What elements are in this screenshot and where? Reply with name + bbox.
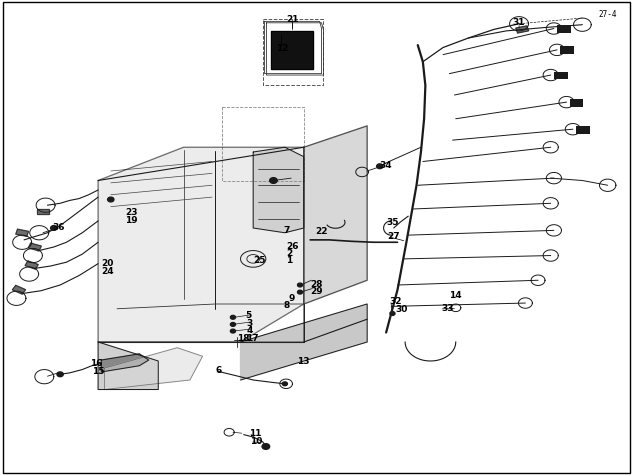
- Polygon shape: [25, 261, 38, 269]
- Circle shape: [270, 178, 277, 183]
- Circle shape: [390, 312, 395, 315]
- Text: 9: 9: [288, 294, 294, 303]
- Circle shape: [262, 444, 270, 449]
- Circle shape: [108, 197, 114, 202]
- Polygon shape: [101, 354, 149, 372]
- Text: 28: 28: [310, 280, 323, 288]
- Text: 8: 8: [284, 301, 290, 310]
- Text: 2: 2: [286, 249, 292, 257]
- Text: 21: 21: [287, 16, 299, 24]
- Text: 36: 36: [52, 224, 65, 232]
- Text: 22: 22: [315, 228, 328, 236]
- Text: 20: 20: [101, 259, 114, 268]
- Circle shape: [51, 226, 57, 230]
- Circle shape: [298, 283, 303, 287]
- Text: 32: 32: [389, 297, 402, 306]
- Circle shape: [377, 164, 383, 169]
- Text: 25: 25: [253, 256, 266, 265]
- Polygon shape: [28, 243, 41, 251]
- Text: 6: 6: [215, 366, 222, 375]
- Text: 31: 31: [513, 19, 525, 27]
- Polygon shape: [516, 26, 529, 33]
- Text: 35: 35: [386, 218, 399, 227]
- Text: 7: 7: [284, 226, 290, 235]
- Polygon shape: [98, 342, 158, 390]
- Text: 29: 29: [310, 287, 323, 295]
- Polygon shape: [271, 31, 313, 69]
- Circle shape: [57, 372, 63, 377]
- Text: 26: 26: [286, 242, 299, 250]
- Polygon shape: [13, 285, 25, 294]
- Text: 1: 1: [286, 256, 292, 265]
- Text: 14: 14: [449, 292, 462, 300]
- Text: 30: 30: [396, 305, 408, 314]
- Text: 3: 3: [247, 319, 253, 327]
- Text: 27: 27: [387, 232, 400, 241]
- Text: 13: 13: [298, 357, 310, 365]
- Text: 24: 24: [101, 267, 114, 276]
- Polygon shape: [98, 147, 304, 342]
- Text: 16: 16: [90, 360, 103, 368]
- Text: 10: 10: [250, 437, 263, 446]
- Text: 17: 17: [246, 334, 258, 343]
- Polygon shape: [16, 229, 28, 237]
- Text: 12: 12: [276, 45, 289, 53]
- Polygon shape: [253, 147, 304, 233]
- Text: 5: 5: [246, 312, 252, 320]
- Polygon shape: [304, 126, 367, 304]
- Circle shape: [230, 329, 235, 333]
- Text: 4: 4: [247, 326, 253, 334]
- Text: 23: 23: [125, 209, 138, 217]
- Polygon shape: [241, 304, 367, 380]
- Polygon shape: [37, 209, 49, 214]
- Text: 18: 18: [237, 334, 249, 343]
- Text: 34: 34: [380, 161, 392, 170]
- Circle shape: [298, 290, 303, 294]
- Text: 27-4: 27-4: [599, 10, 617, 19]
- Text: 19: 19: [125, 217, 138, 225]
- Polygon shape: [104, 348, 203, 390]
- Text: 11: 11: [249, 429, 261, 437]
- Text: 33: 33: [442, 304, 454, 313]
- Circle shape: [230, 315, 235, 319]
- Circle shape: [230, 323, 235, 326]
- Text: 15: 15: [92, 367, 104, 376]
- Circle shape: [282, 382, 287, 386]
